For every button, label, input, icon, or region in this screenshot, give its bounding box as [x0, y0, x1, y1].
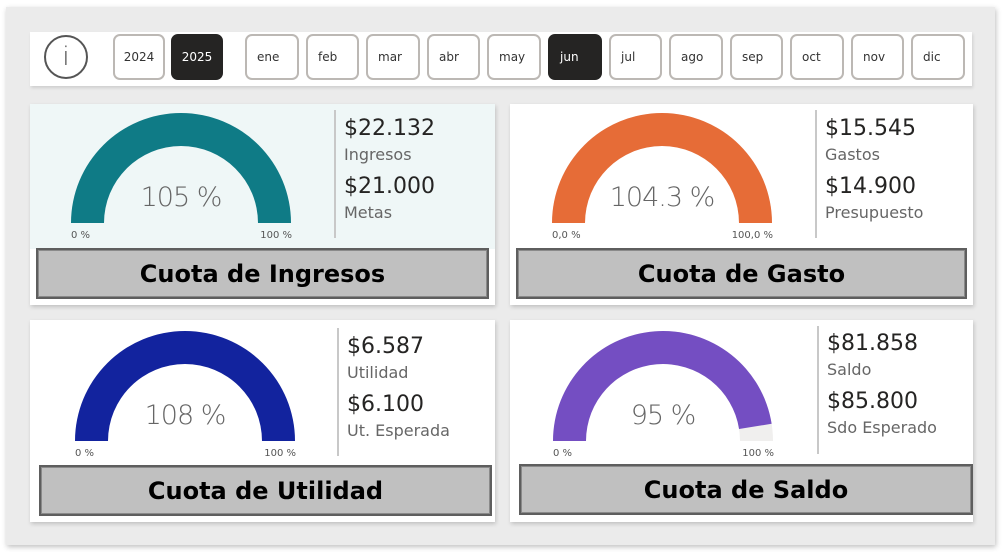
- divider: [334, 110, 336, 238]
- month-slicer-ene[interactable]: ene: [245, 34, 299, 80]
- month-slicer-jul[interactable]: jul: [609, 34, 662, 80]
- gauge-utilidad[interactable]: 108 % 0 % 100 %: [74, 326, 298, 461]
- gauge-ingresos[interactable]: 105 % 0 % 100 %: [70, 108, 294, 243]
- month-slicer-oct[interactable]: oct: [790, 34, 844, 80]
- kpi-label-ut-esperada: Ut. Esperada: [347, 421, 450, 440]
- card-cuota-utilidad: 108 % 0 % 100 % $6.587 Utilidad $6.100 U…: [30, 320, 495, 522]
- kpi-label-metas: Metas: [344, 203, 393, 222]
- kpi-card[interactable]: $81.858 Saldo $85.800 Sdo Esperado: [827, 329, 937, 445]
- kpi-card[interactable]: $15.545 Gastos $14.900 Presupuesto: [825, 114, 923, 230]
- gauge-arc: [71, 113, 291, 223]
- kpi-amount-utilidad: $6.587: [347, 334, 424, 359]
- kpi-label-gastos: Gastos: [825, 145, 880, 164]
- kpi-amount-saldo: $81.858: [827, 331, 918, 356]
- gauge-min-label: 0 %: [75, 448, 95, 459]
- divider: [815, 110, 817, 238]
- month-slicer-jun[interactable]: jun: [548, 34, 602, 80]
- gauge-arc: [553, 331, 773, 441]
- gauge-value: 95 %: [630, 400, 697, 431]
- gauge-value: 104.3 %: [609, 182, 716, 213]
- gauge-arc: [552, 113, 772, 223]
- gauge-min-label: 0 %: [553, 448, 573, 459]
- divider: [337, 328, 339, 456]
- month-slicer-dic[interactable]: dic: [911, 34, 965, 80]
- card-cuota-gasto: 104.3 % 0,0 % 100,0 % $15.545 Gastos $14…: [510, 104, 973, 305]
- kpi-label-presupuesto: Presupuesto: [825, 203, 924, 222]
- month-slicer-mar[interactable]: mar: [366, 34, 420, 80]
- info-icon[interactable]: i: [44, 35, 88, 79]
- kpi-label-ingresos: Ingresos: [344, 145, 412, 164]
- kpi-amount-ut-esperada: $6.100: [347, 392, 424, 417]
- gauge-saldo[interactable]: 95 % 0 % 100 %: [552, 326, 776, 461]
- kpi-card[interactable]: $22.132 Ingresos $21.000 Metas: [344, 114, 435, 230]
- card-cuota-ingresos: 105 % 0 % 100 % $22.132 Ingresos $21.000…: [30, 104, 495, 305]
- gauge-arc: [75, 331, 295, 441]
- month-slicer-feb[interactable]: feb: [306, 34, 359, 80]
- kpi-amount-metas: $21.000: [344, 174, 435, 199]
- kpi-card[interactable]: $6.587 Utilidad $6.100 Ut. Esperada: [347, 332, 450, 448]
- year-slicer-2025[interactable]: 2025: [171, 34, 223, 80]
- gauge-gasto[interactable]: 104.3 % 0,0 % 100,0 %: [551, 108, 775, 243]
- kpi-amount-ingresos: $22.132: [344, 116, 435, 141]
- gauge-value: 108 %: [144, 400, 227, 431]
- divider: [817, 326, 819, 454]
- month-slicer-sep[interactable]: sep: [730, 34, 783, 80]
- kpi-amount-presupuesto: $14.900: [825, 174, 916, 199]
- gauge-max-label: 100,0 %: [731, 230, 773, 241]
- gauge-max-label: 100 %: [264, 448, 296, 459]
- kpi-label-sdo-esperado: Sdo Esperado: [827, 418, 937, 437]
- kpi-label-saldo: Saldo: [827, 360, 872, 379]
- month-slicer-abr[interactable]: abr: [427, 34, 480, 80]
- gauge-value: 105 %: [140, 182, 223, 213]
- year-slicer-2024[interactable]: 2024: [113, 34, 165, 80]
- cuota-ingresos-button[interactable]: Cuota de Ingresos: [36, 248, 489, 299]
- cuota-saldo-button[interactable]: Cuota de Saldo: [519, 464, 973, 515]
- kpi-amount-gastos: $15.545: [825, 116, 916, 141]
- cuota-gasto-button[interactable]: Cuota de Gasto: [516, 248, 967, 299]
- cuota-utilidad-button[interactable]: Cuota de Utilidad: [39, 465, 492, 516]
- card-cuota-saldo: 95 % 0 % 100 % $81.858 Saldo $85.800 Sdo…: [510, 320, 973, 522]
- month-slicer-ago[interactable]: ago: [669, 34, 723, 80]
- kpi-amount-sdo-esperado: $85.800: [827, 389, 918, 414]
- gauge-min-label: 0 %: [71, 230, 91, 241]
- gauge-max-label: 100 %: [742, 448, 774, 459]
- month-slicer-nov[interactable]: nov: [851, 34, 904, 80]
- kpi-label-utilidad: Utilidad: [347, 363, 409, 382]
- gauge-min-label: 0,0 %: [552, 230, 581, 241]
- month-slicer-may[interactable]: may: [487, 34, 541, 80]
- gauge-max-label: 100 %: [260, 230, 292, 241]
